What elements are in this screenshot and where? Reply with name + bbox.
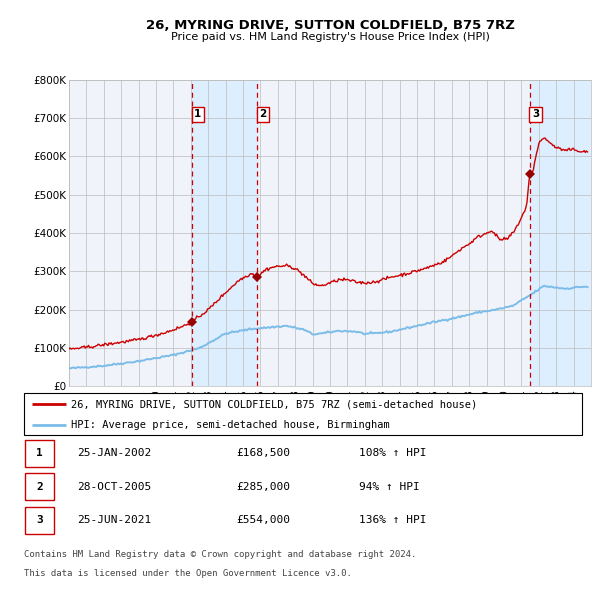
Text: 2: 2 — [259, 109, 266, 119]
FancyBboxPatch shape — [25, 507, 54, 534]
Text: 94% ↑ HPI: 94% ↑ HPI — [359, 482, 419, 491]
FancyBboxPatch shape — [25, 440, 54, 467]
Text: £168,500: £168,500 — [236, 448, 290, 458]
Bar — [530, 80, 591, 386]
Text: 28-OCT-2005: 28-OCT-2005 — [77, 482, 151, 491]
Text: 25-JUN-2021: 25-JUN-2021 — [77, 516, 151, 525]
Text: 108% ↑ HPI: 108% ↑ HPI — [359, 448, 426, 458]
Text: 1: 1 — [194, 109, 202, 119]
Text: 26, MYRING DRIVE, SUTTON COLDFIELD, B75 7RZ: 26, MYRING DRIVE, SUTTON COLDFIELD, B75 … — [146, 19, 514, 32]
Text: 2: 2 — [36, 482, 43, 491]
Text: £285,000: £285,000 — [236, 482, 290, 491]
FancyBboxPatch shape — [25, 473, 54, 500]
Text: 26, MYRING DRIVE, SUTTON COLDFIELD, B75 7RZ (semi-detached house): 26, MYRING DRIVE, SUTTON COLDFIELD, B75 … — [71, 399, 478, 409]
Text: Price paid vs. HM Land Registry's House Price Index (HPI): Price paid vs. HM Land Registry's House … — [170, 32, 490, 42]
Text: 136% ↑ HPI: 136% ↑ HPI — [359, 516, 426, 525]
Bar — [192, 80, 257, 386]
Text: Contains HM Land Registry data © Crown copyright and database right 2024.: Contains HM Land Registry data © Crown c… — [24, 550, 416, 559]
Text: 3: 3 — [532, 109, 539, 119]
Text: 1: 1 — [36, 448, 43, 458]
Text: HPI: Average price, semi-detached house, Birmingham: HPI: Average price, semi-detached house,… — [71, 420, 390, 430]
Text: £554,000: £554,000 — [236, 516, 290, 525]
FancyBboxPatch shape — [24, 393, 582, 435]
Text: 25-JAN-2002: 25-JAN-2002 — [77, 448, 151, 458]
Text: 3: 3 — [36, 516, 43, 525]
Text: This data is licensed under the Open Government Licence v3.0.: This data is licensed under the Open Gov… — [24, 569, 352, 578]
